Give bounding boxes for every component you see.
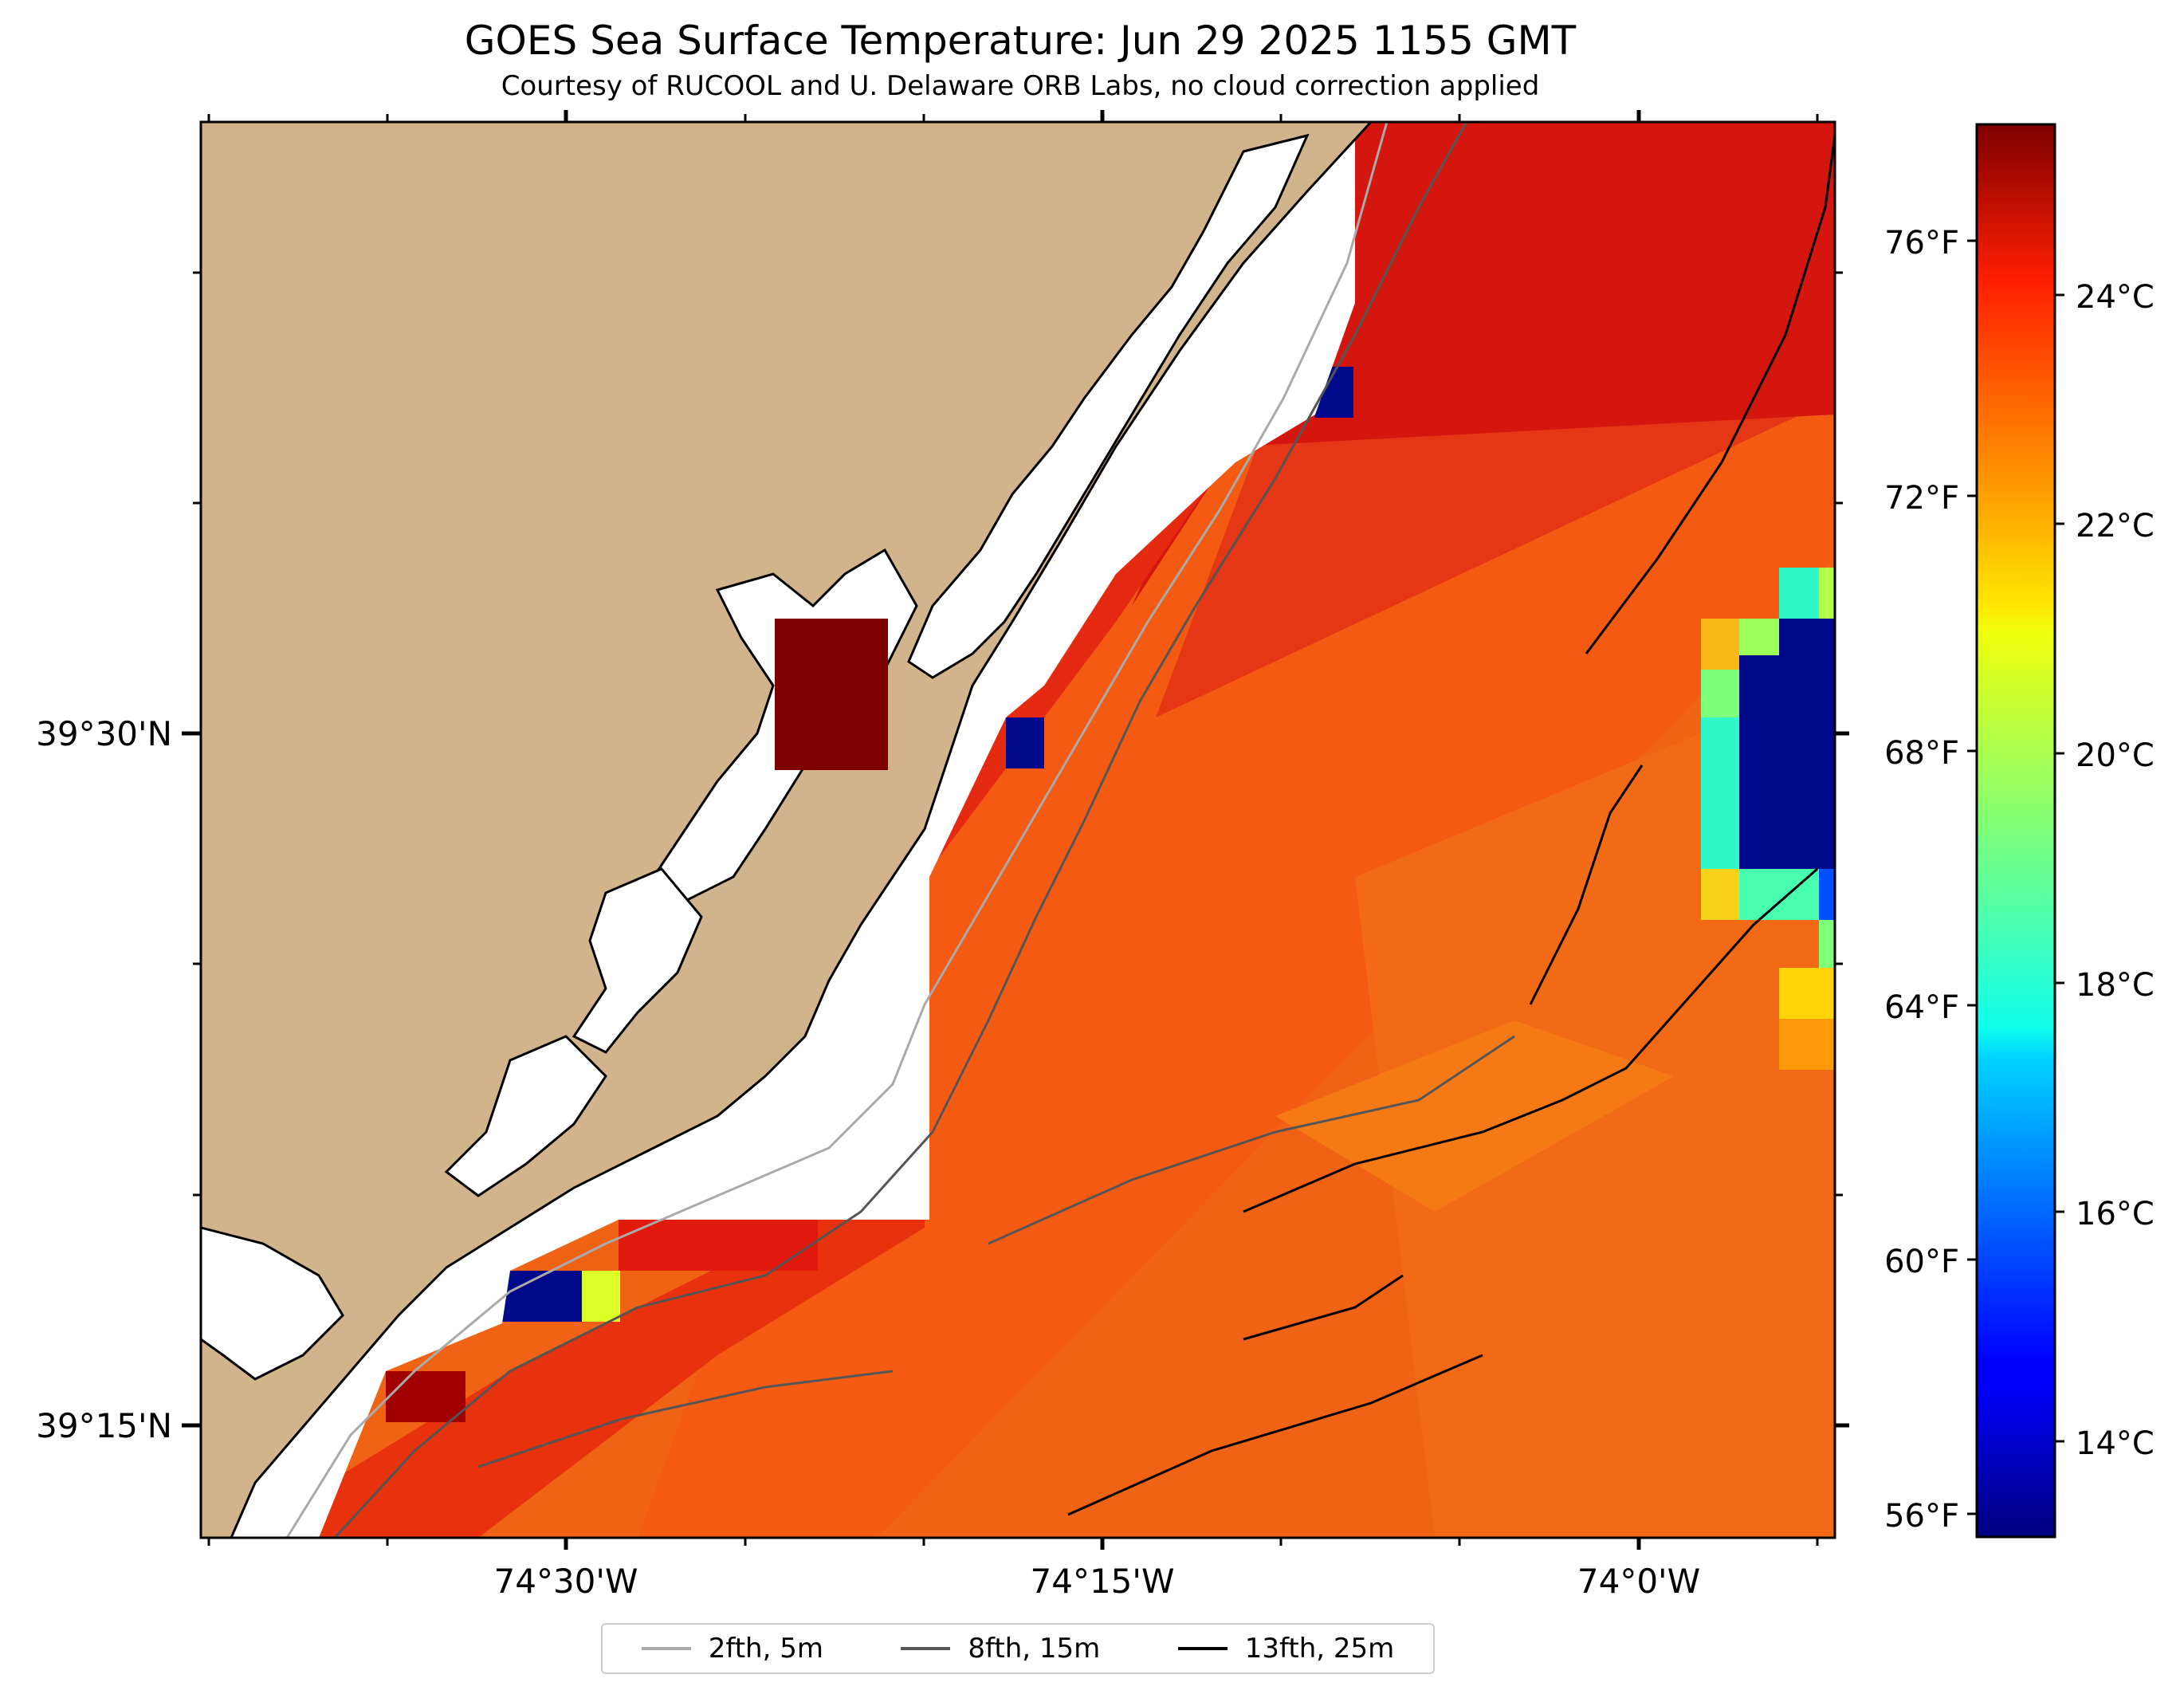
c-tick-22: 22°C	[2076, 508, 2155, 544]
f-tick-56: 56°F	[1884, 1498, 1959, 1535]
legend-label-8fth: 8fth, 15m	[968, 1633, 1101, 1665]
lon-minor-ticks	[207, 114, 1819, 1546]
isobath-2fth	[285, 122, 1389, 1538]
sst-cell	[1006, 717, 1044, 768]
isobath-8fth-south	[477, 1370, 894, 1468]
c-tick-14: 14°C	[2076, 1425, 2155, 1462]
sst-cell	[1739, 869, 1819, 920]
isobath-8fth	[333, 122, 1468, 1538]
f-tick-72: 72°F	[1884, 480, 1959, 517]
isobath-13fth-south	[1067, 1354, 1483, 1516]
marsh-inlet-south	[444, 1035, 607, 1197]
sst-band-south	[239, 1132, 925, 1538]
lat-major-ticks	[182, 731, 1849, 1428]
sst-band-offshore-2	[1275, 1020, 1674, 1212]
isobath-13fth-lens	[1243, 1274, 1404, 1341]
sst-cell	[1779, 568, 1819, 619]
isobath-8fth-ridge	[988, 1035, 1515, 1245]
legend-line-8fth	[901, 1647, 951, 1650]
marsh-inlet	[572, 867, 703, 1054]
map-subtitle: Courtesy of RUCOOL and U. Delaware ORB L…	[501, 70, 1540, 102]
fahrenheit-ticks	[1967, 239, 1977, 1515]
map-frame	[199, 120, 1836, 1539]
f-tick-76: 76°F	[1884, 225, 1959, 261]
isobath-13fth-ridge	[1529, 764, 1644, 1005]
legend-item-2fth: 2fth, 5m	[641, 1633, 823, 1665]
map-title: GOES Sea Surface Temperature: Jun 29 202…	[464, 18, 1577, 64]
sst-cell	[386, 1371, 465, 1422]
sst-cell	[619, 1220, 818, 1271]
sst-band-near-shore	[925, 446, 1235, 877]
lat-label-1: 39°30'N	[36, 714, 172, 753]
sst-cell	[582, 1271, 620, 1322]
sst-cell	[1779, 968, 1835, 1019]
sst-cell	[1701, 670, 1739, 717]
lon-major-ticks	[564, 110, 1641, 1550]
sst-cold-patch	[1739, 655, 1835, 869]
lon-label-2: 74°15'W	[1031, 1562, 1175, 1601]
sst-cell	[502, 1271, 582, 1322]
isobath-13fth-north	[1585, 135, 1835, 654]
legend-label-13fth: 13fth, 25m	[1244, 1633, 1395, 1665]
back-bay	[907, 133, 1310, 679]
f-tick-68: 68°F	[1884, 735, 1959, 772]
isobath-legend: 2fth, 5m 8fth, 15m 13fth, 25m	[601, 1623, 1435, 1674]
lon-label-1: 74°30'W	[494, 1562, 638, 1601]
celsius-ticks	[2055, 293, 2064, 1443]
sst-cell	[1819, 869, 1835, 920]
legend-line-2fth	[641, 1647, 691, 1650]
lat-minor-ticks	[193, 271, 1843, 1197]
c-tick-24: 24°C	[2076, 279, 2155, 316]
lat-label-2: 39°15'N	[36, 1406, 172, 1445]
sst-cell	[1819, 920, 1835, 968]
f-tick-60: 60°F	[1884, 1244, 1959, 1280]
f-tick-64: 64°F	[1884, 989, 1959, 1026]
legend-label-2fth: 2fth, 5m	[708, 1633, 823, 1665]
sst-cell	[1779, 1019, 1835, 1070]
sst-cell-inland	[775, 619, 888, 770]
sst-cell	[1701, 717, 1739, 869]
legend-line-13fth	[1177, 1647, 1228, 1650]
southern-bay	[201, 1226, 344, 1381]
sst-cell	[1819, 568, 1835, 619]
sst-cell	[1701, 869, 1739, 920]
c-tick-16: 16°C	[2076, 1196, 2155, 1232]
map-area	[201, 122, 1835, 1538]
isobath-13fth	[1243, 867, 1818, 1213]
sst-cell	[1701, 619, 1739, 670]
sst-cell	[1779, 619, 1835, 658]
c-tick-18: 18°C	[2076, 967, 2155, 1004]
c-tick-20: 20°C	[2076, 737, 2155, 774]
legend-item-13fth: 13fth, 25m	[1177, 1633, 1395, 1665]
lon-label-3: 74°0'W	[1577, 1562, 1700, 1601]
legend-item-8fth: 8fth, 15m	[901, 1633, 1100, 1665]
colorbar	[1975, 123, 2056, 1539]
